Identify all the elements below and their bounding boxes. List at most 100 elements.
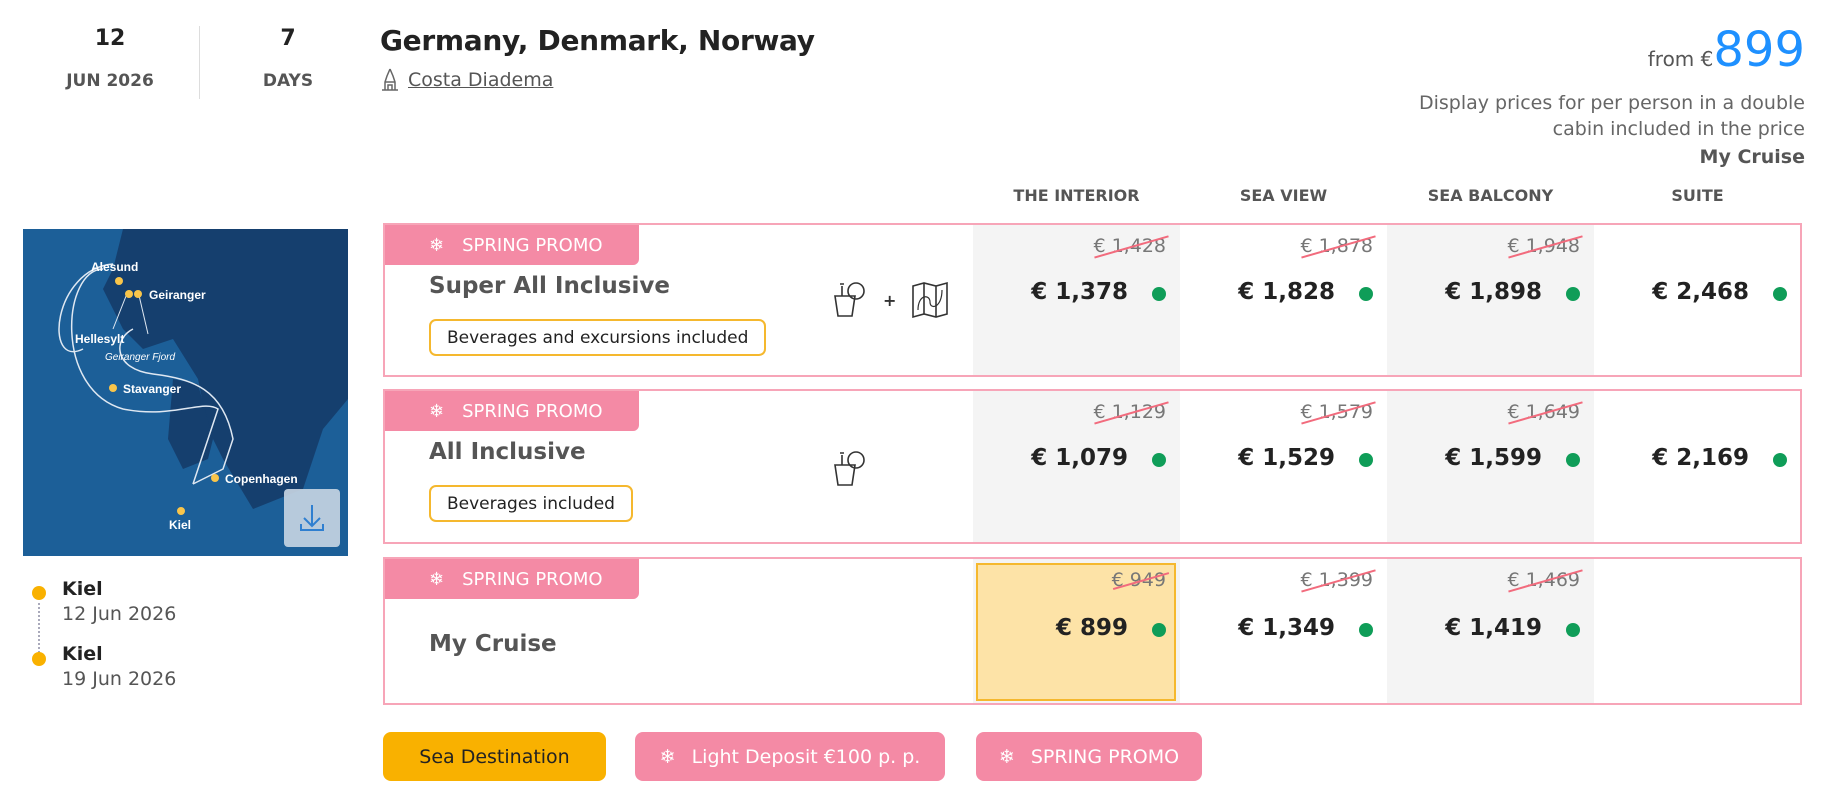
price: € 1,828 [1238, 279, 1335, 305]
departure-date: 12 JUN 2026 [35, 26, 185, 91]
price-cell[interactable]: € 1,948 € 1,898 [1387, 225, 1594, 375]
from-label: from € [1647, 47, 1714, 71]
package-name: Super All Inclusive [429, 273, 670, 299]
price-cell[interactable]: € 2,468 [1594, 225, 1801, 375]
availability-dot-icon [1566, 287, 1580, 301]
price-cell[interactable]: € 1,469 € 1,419 [1387, 559, 1594, 703]
port-dot [32, 586, 46, 600]
map-label: Copenhagen [225, 472, 298, 486]
availability-dot-icon [1359, 287, 1373, 301]
tag-label: Light Deposit €100 p. p. [691, 745, 921, 768]
old-price: € 1,399 [1300, 569, 1373, 591]
price: € 2,468 [1652, 279, 1749, 305]
tag-sea-destination[interactable]: Sea Destination [383, 732, 606, 781]
divider [199, 26, 200, 99]
map-label: Geiranger Fjord [105, 352, 175, 363]
snowflake-icon: ❄ [429, 568, 445, 590]
price: € 1,529 [1238, 445, 1335, 471]
port-name: Kiel [62, 643, 103, 665]
price-cell[interactable]: € 1,649 € 1,599 [1387, 391, 1594, 542]
price: € 1,419 [1445, 615, 1542, 641]
price-cell[interactable]: € 1,878 € 1,828 [1180, 225, 1387, 375]
promo-tab: ❄ SPRING PROMO [385, 391, 639, 431]
availability-dot-icon [1152, 623, 1166, 637]
beverage-icon [834, 451, 865, 486]
old-price: € 1,878 [1300, 235, 1373, 257]
tag-label: Sea Destination [419, 745, 570, 768]
from-price: from €899 [1648, 24, 1805, 76]
old-price: € 1,649 [1507, 401, 1580, 423]
promo-label: SPRING PROMO [462, 400, 603, 422]
ship-link[interactable]: Costa Diadema [380, 68, 553, 92]
duration-unit: DAYS [262, 71, 314, 91]
port-date: 12 Jun 2026 [62, 603, 177, 625]
package-badge: Beverages and excursions included [429, 319, 767, 356]
promo-tab: ❄ SPRING PROMO [385, 225, 639, 265]
column-suite: SUITE [1671, 186, 1724, 205]
route-map[interactable]: Alesund Geiranger Hellesylt Geiranger Fj… [23, 229, 348, 556]
ship-icon [382, 68, 398, 91]
package-name: My Cruise [429, 631, 557, 657]
date-day: 12 [94, 26, 126, 51]
availability-dot-icon [1566, 453, 1580, 467]
snowflake-icon: ❄ [659, 745, 676, 768]
map-label: Kiel [169, 518, 191, 532]
package-name: All Inclusive [429, 439, 586, 465]
selected-package: My Cruise [1699, 146, 1805, 168]
package-row: ❄ SPRING PROMO My Cruise € 949 € 899 € 1,399 €… [383, 557, 1802, 705]
cruise-title: Germany, Denmark, Norway [380, 24, 815, 57]
snowflake-icon: ❄ [429, 400, 445, 422]
duration: 7 DAYS [213, 26, 363, 91]
availability-dot-icon [1566, 623, 1580, 637]
old-price: € 1,129 [1093, 401, 1166, 423]
map-label: Geiranger [149, 288, 206, 302]
availability-dot-icon [1773, 453, 1787, 467]
promo-label: SPRING PROMO [462, 234, 603, 256]
old-price: € 1,579 [1300, 401, 1373, 423]
price-cell[interactable]: € 1,129 € 1,079 [973, 391, 1180, 542]
port-name: Kiel [62, 578, 103, 600]
column-interior: THE INTERIOR [1013, 186, 1140, 205]
map-label: Alesund [91, 260, 138, 274]
snowflake-icon: ❄ [429, 234, 445, 256]
price-cell[interactable]: € 949 € 899 [973, 559, 1180, 703]
tag-light-deposit[interactable]: ❄ Light Deposit €100 p. p. [635, 732, 945, 781]
price: € 1,349 [1238, 615, 1335, 641]
package-row: ❄ SPRING PROMO Super All Inclusive Beverage… [383, 223, 1802, 377]
column-sea-view: SEA VIEW [1239, 186, 1328, 205]
price-cell[interactable]: € 2,169 [1594, 391, 1801, 542]
package-badge: Beverages included [429, 485, 633, 522]
download-map-button[interactable] [284, 489, 340, 547]
price-cell[interactable]: € 1,428 € 1,378 [973, 225, 1180, 375]
snowflake-icon: ❄ [998, 745, 1015, 768]
price: € 1,378 [1031, 279, 1128, 305]
plus-icon: + [883, 290, 897, 310]
itinerary-line [38, 603, 40, 653]
tag-spring-promo[interactable]: ❄ SPRING PROMO [976, 732, 1202, 781]
excursion-map-icon [912, 281, 949, 319]
from-price-value: 899 [1713, 22, 1805, 78]
price: € 2,169 [1652, 445, 1749, 471]
price-cell[interactable]: € 1,399 € 1,349 [1180, 559, 1387, 703]
map-label: Hellesylt [75, 332, 124, 346]
ship-name: Costa Diadema [408, 69, 554, 91]
availability-dot-icon [1152, 453, 1166, 467]
tag-label: SPRING PROMO [1030, 745, 1180, 768]
column-sea-balcony: SEA BALCONY [1427, 186, 1554, 205]
price-cell[interactable]: € 1,579 € 1,529 [1180, 391, 1387, 542]
port-dot [32, 652, 46, 666]
price-disclaimer: Display prices for per person in a doubl… [1418, 92, 1805, 140]
promo-tab: ❄ SPRING PROMO [385, 559, 639, 599]
old-price: € 1,948 [1507, 235, 1580, 257]
package-icons [829, 449, 869, 489]
download-icon [300, 505, 324, 531]
map-label: Stavanger [123, 382, 181, 396]
availability-dot-icon [1152, 287, 1166, 301]
price: € 1,898 [1445, 279, 1542, 305]
beverage-icon [834, 282, 865, 317]
duration-value: 7 [280, 26, 296, 51]
package-row: ❄ SPRING PROMO All Inclusive Beverages incl… [383, 389, 1802, 544]
availability-dot-icon [1359, 623, 1373, 637]
old-price: € 1,469 [1507, 569, 1580, 591]
package-icons: + [829, 280, 950, 320]
